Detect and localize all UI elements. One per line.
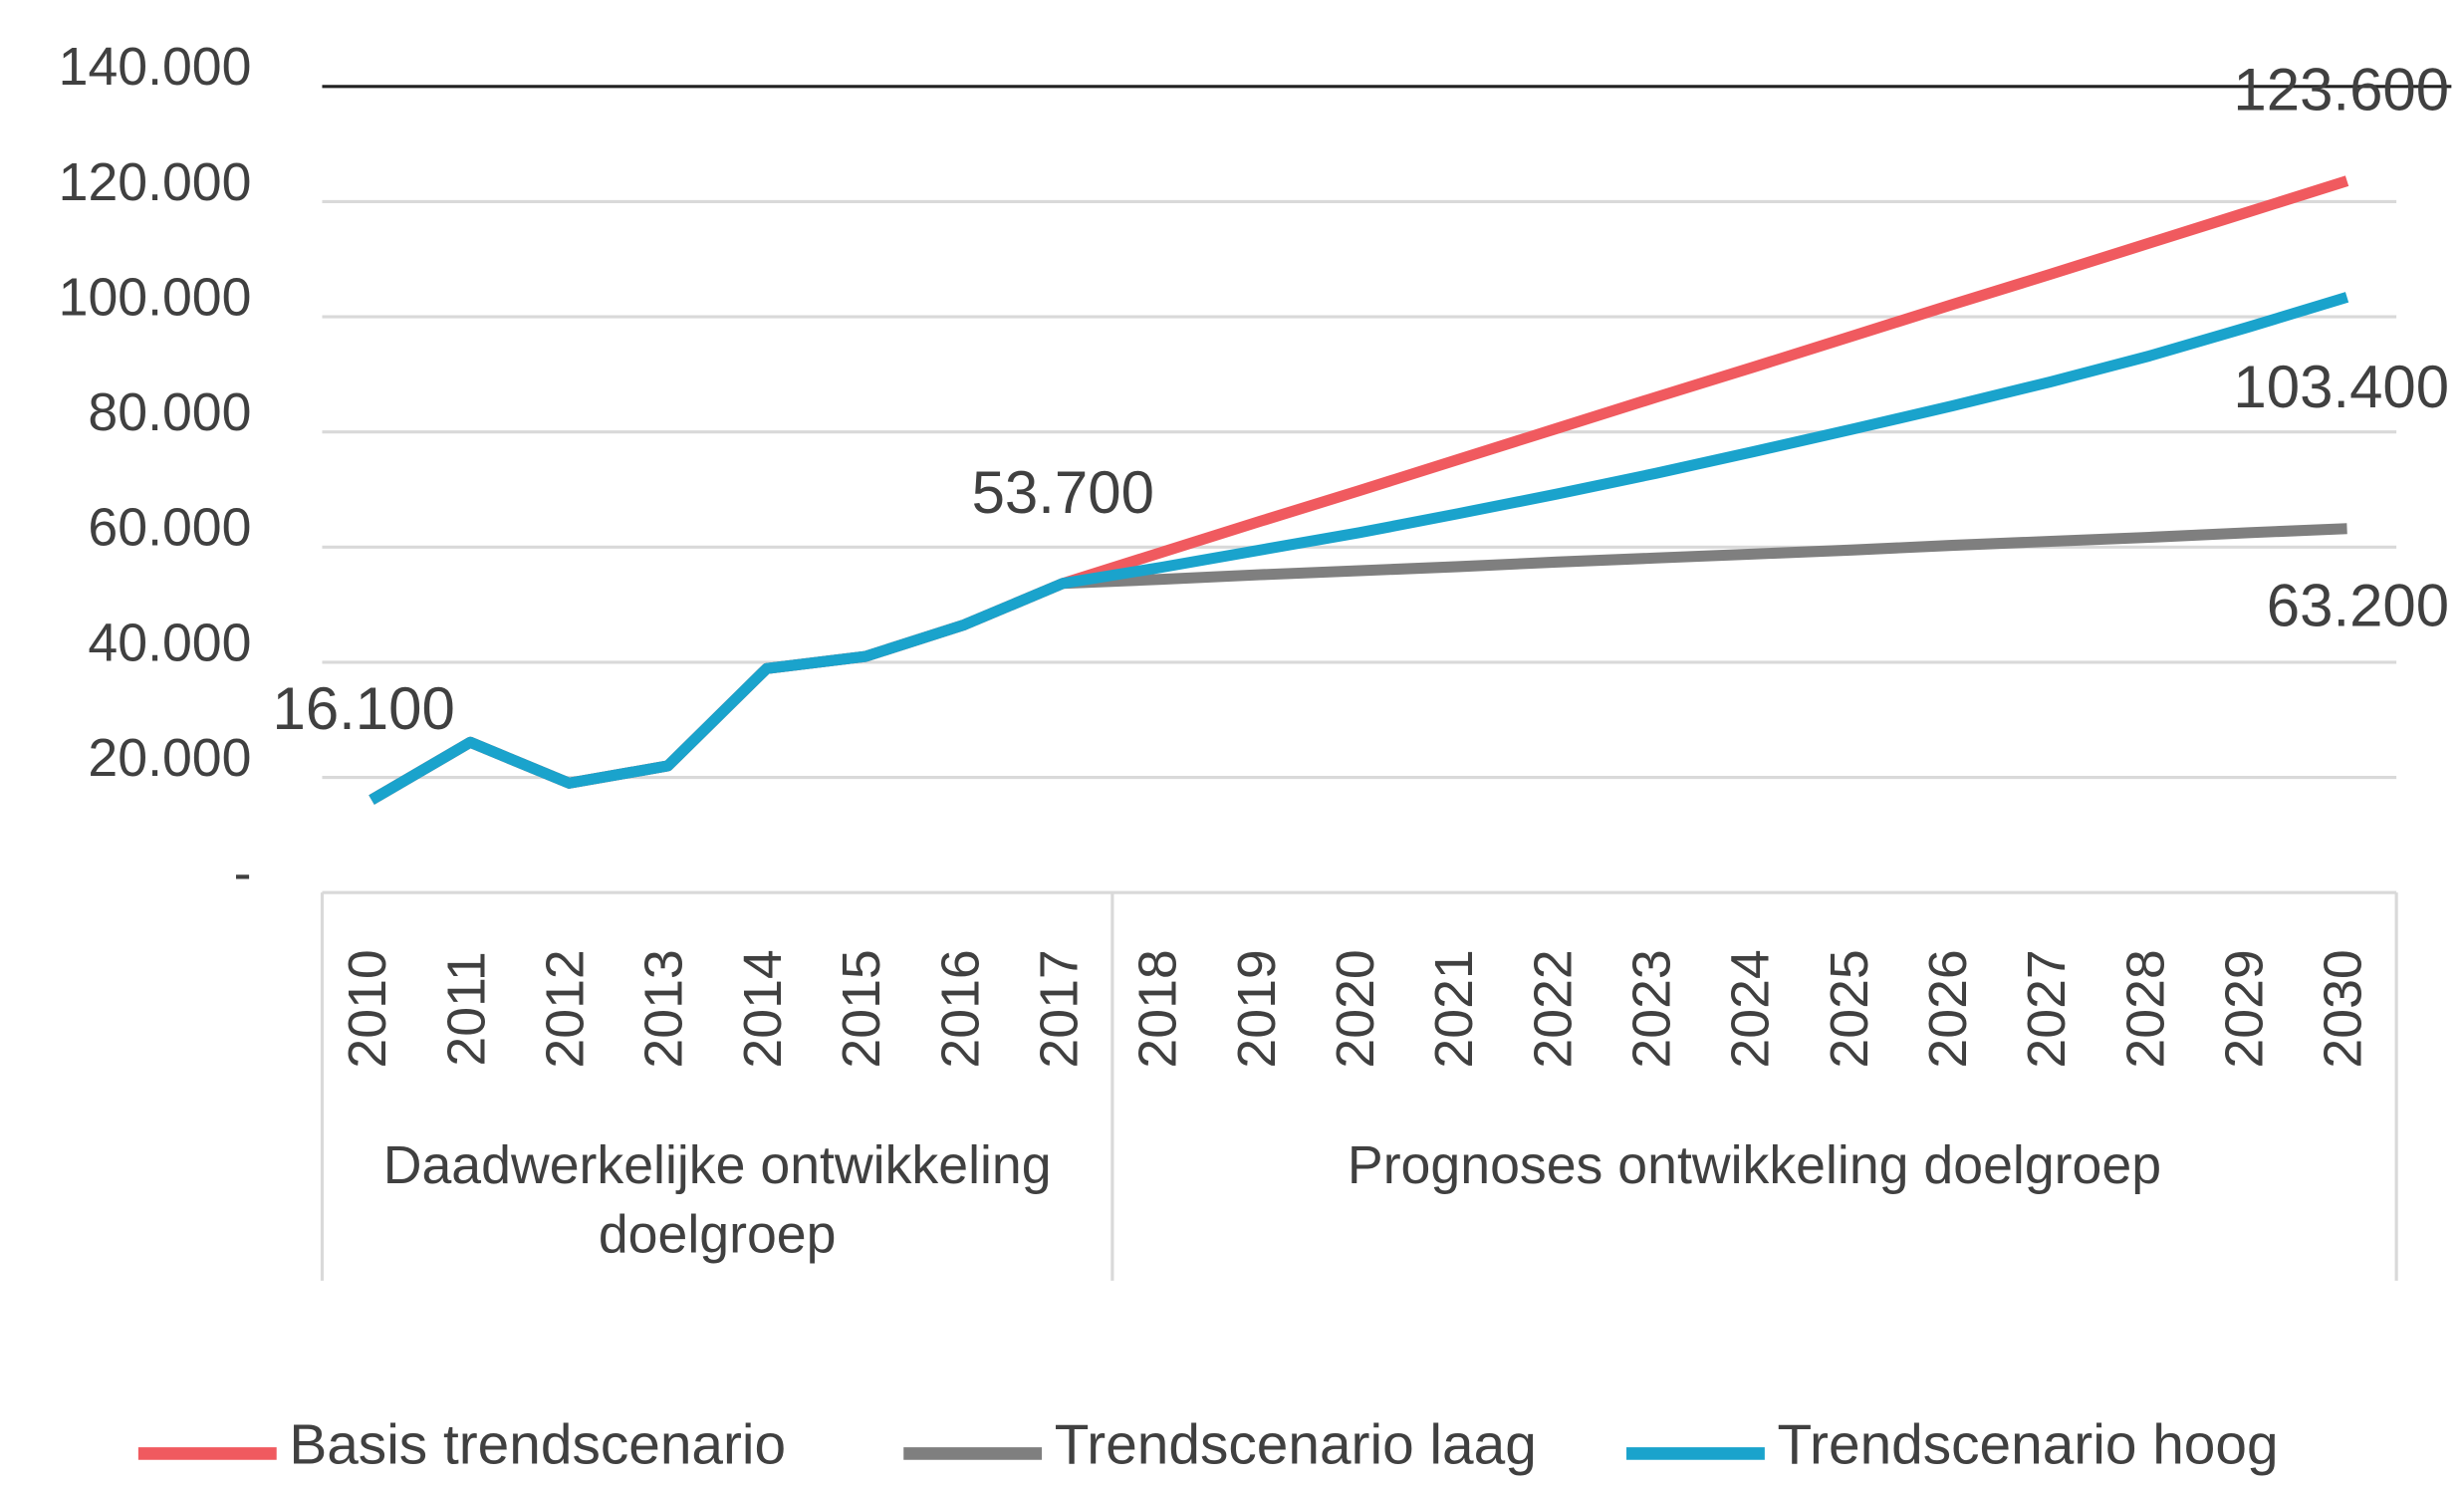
group-label: Prognoses ontwikkeling doelgroep (1347, 1135, 2162, 1196)
x-tick-label: 2017 (1029, 949, 1089, 1068)
x-tick-label: 2026 (1918, 949, 1978, 1068)
y-tick-label: 40.000 (88, 613, 251, 672)
group-label-box: Daadwerkelijke ontwikkeling doelgroep (382, 1135, 1052, 1266)
x-tick-label: 2016 (930, 949, 990, 1068)
x-tick-label: 2021 (1424, 949, 1484, 1068)
x-tick-label: 2015 (832, 949, 891, 1068)
data-label: 16.100 (273, 675, 455, 742)
x-tick-label: 2019 (1227, 949, 1287, 1068)
data-label: 103.400 (2233, 354, 2449, 420)
series-line (369, 175, 2349, 805)
legend-label: Trendscenario hoog (1777, 1414, 2278, 1477)
y-tick-label: 140.000 (59, 37, 252, 97)
group-label-box: Prognoses ontwikkeling doelgroep (1347, 1135, 2162, 1196)
group-label: Daadwerkelijke ontwikkeling doelgroep (382, 1135, 1052, 1266)
x-tick-label: 2030 (2314, 949, 2373, 1068)
x-tick-label: 2025 (1820, 949, 1879, 1068)
x-tick-label: 2018 (1128, 949, 1188, 1068)
y-tick-label: 120.000 (59, 152, 252, 212)
x-tick-label: 2020 (1326, 949, 1385, 1068)
x-tick-label: 2013 (634, 949, 694, 1068)
x-tick-label: 2029 (2215, 949, 2275, 1068)
x-tick-label: 2010 (338, 949, 397, 1068)
y-tick-label: 60.000 (88, 498, 251, 558)
series-line (369, 292, 2349, 805)
y-tick-label: 100.000 (59, 267, 252, 327)
legend-label: Basis trendscenario (289, 1414, 786, 1477)
x-tick-label: 2027 (2017, 949, 2077, 1068)
x-tick-label: 2023 (1621, 949, 1681, 1068)
x-tick-label: 2028 (2115, 949, 2175, 1068)
x-tick-label: 2014 (733, 949, 793, 1068)
x-tick-label: 2012 (536, 949, 596, 1068)
y-tick-label: 80.000 (88, 382, 251, 442)
y-tick-label: - (234, 844, 252, 903)
x-tick-label: 2022 (1523, 949, 1583, 1068)
data-label: 53.700 (972, 459, 1154, 526)
data-label: 123.600 (2233, 57, 2449, 124)
x-tick-label: 2024 (1721, 949, 1781, 1068)
legend-label: Trendscenario laag (1055, 1414, 1537, 1477)
x-tick-label: 2011 (436, 951, 496, 1066)
y-tick-label: 20.000 (88, 728, 251, 788)
data-label: 63.200 (2267, 573, 2449, 639)
